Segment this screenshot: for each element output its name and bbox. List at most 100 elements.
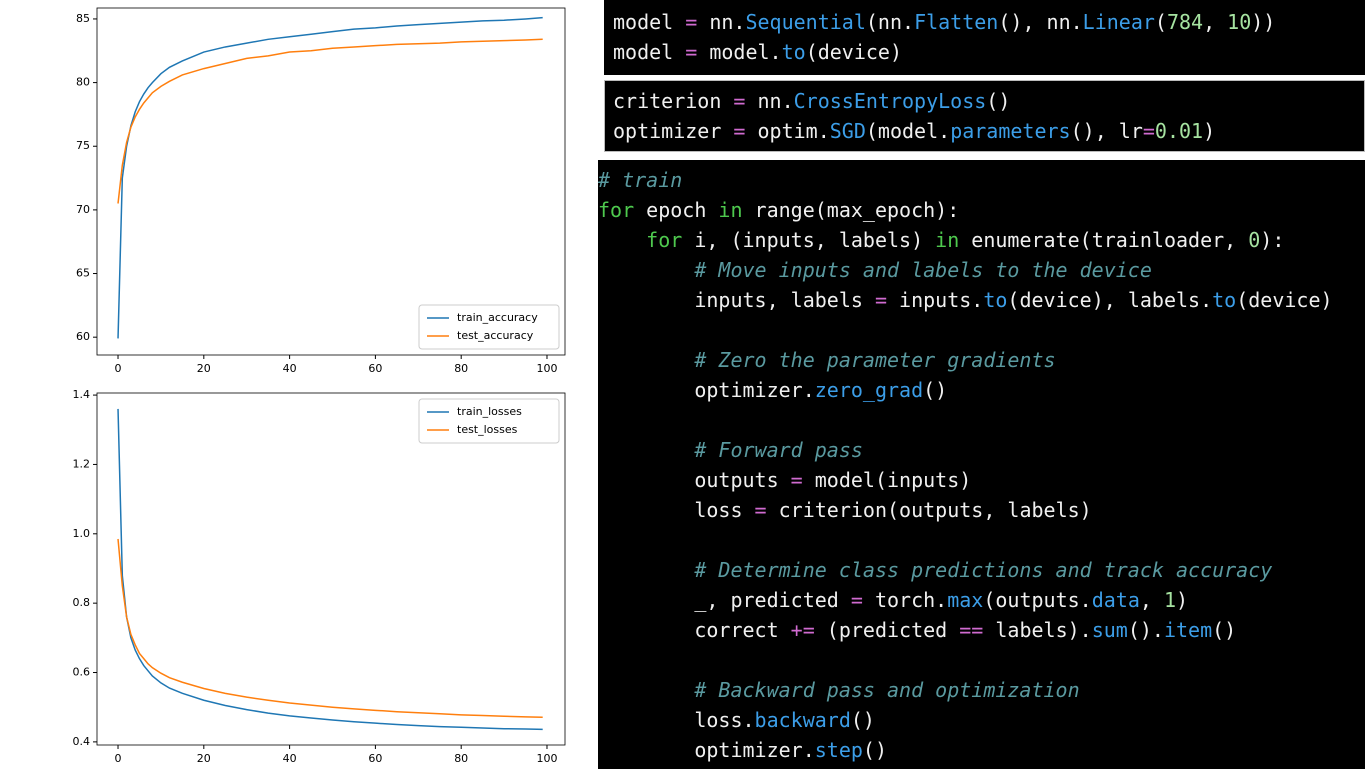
code-token: = <box>1142 119 1155 143</box>
code-token: optim. <box>745 119 830 143</box>
code-token: += <box>790 618 815 642</box>
code-group: # Zero the parameter gradients optimizer… <box>598 345 1365 405</box>
code-token: model <box>613 40 686 64</box>
code-token: step <box>814 738 863 762</box>
y-tick-label: 75 <box>76 139 90 152</box>
code-token: () <box>923 378 948 402</box>
code-token: = <box>874 288 887 312</box>
legend-label: train_accuracy <box>457 311 538 324</box>
code-line: outputs = model(inputs) <box>598 465 1365 495</box>
code-token: () <box>862 738 888 762</box>
code-token: loss <box>598 498 755 522</box>
code-token: optimizer. <box>598 378 815 402</box>
code-token: = <box>685 40 698 64</box>
code-token: max <box>947 588 984 612</box>
code-token: criterion(outputs, labels) <box>766 498 1092 522</box>
legend-box <box>418 304 560 350</box>
code-token: (predicted <box>814 618 960 642</box>
code-token: loss. <box>598 708 755 732</box>
series-line <box>117 38 543 204</box>
legend-label: test_losses <box>457 423 518 436</box>
code-line: # Backward pass and optimization <box>598 675 1365 705</box>
code-token: 0 <box>1248 228 1261 252</box>
code-token: (device), labels. <box>1007 288 1213 312</box>
x-tick-label: 80 <box>454 752 468 765</box>
x-tick-label: 0 <box>115 752 122 765</box>
code-token: (outputs. <box>983 588 1092 612</box>
code-group: # Determine class predictions and track … <box>598 555 1365 645</box>
code-token: nn. <box>697 10 746 34</box>
code-group: criterion = nn.CrossEntropyLoss() optimiz… <box>613 86 1364 146</box>
code-token: range(max_epoch): <box>742 198 960 222</box>
x-tick-label: 20 <box>197 752 211 765</box>
code-block: model = nn.Sequential(nn.Flatten(), nn.L… <box>604 0 1365 75</box>
code-token: sum <box>1091 618 1128 642</box>
code-token: Sequential <box>745 10 866 34</box>
code-line: model = nn.Sequential(nn.Flatten(), nn.L… <box>613 7 1365 37</box>
code-line: optimizer.step() <box>598 735 1365 765</box>
code-token: model <box>613 10 686 34</box>
code-group: # Forward pass outputs = model(inputs) l… <box>598 435 1365 525</box>
series-line <box>117 538 543 719</box>
code-token: CrossEntropyLoss <box>793 89 987 113</box>
code-token: optimizer. <box>598 738 815 762</box>
code-line: # Forward pass <box>598 435 1365 465</box>
code-line: # train <box>598 165 1365 195</box>
code-token: _, predicted <box>598 588 851 612</box>
code-line: for epoch in range(max_epoch): <box>598 195 1365 225</box>
code-token: Flatten <box>914 10 999 34</box>
code-token: nn. <box>745 89 794 113</box>
code-token: , <box>1139 588 1164 612</box>
code-token: Linear <box>1082 10 1155 34</box>
x-tick-label: 20 <box>197 362 211 375</box>
code-token: epoch <box>634 198 719 222</box>
code-token: in <box>718 198 743 222</box>
code-token: 1 <box>1163 588 1177 612</box>
code-token: ( <box>1154 10 1167 34</box>
code-token: optimizer <box>613 119 734 143</box>
y-tick-label: 70 <box>76 203 90 216</box>
code-token: () <box>850 708 875 732</box>
y-tick-label: 80 <box>76 76 90 89</box>
code-token: = <box>733 89 746 113</box>
code-token: for <box>598 198 635 222</box>
code-line: inputs, labels = inputs.to(device), labe… <box>598 285 1365 315</box>
y-tick-label: 0.4 <box>73 735 91 748</box>
code-token: (device) <box>805 40 903 64</box>
code-token: for <box>598 228 683 252</box>
code-token: )) <box>1251 10 1276 34</box>
code-token: to <box>983 288 1008 312</box>
code-line: loss = criterion(outputs, labels) <box>598 495 1365 525</box>
code-line: optimizer.zero_grad() <box>598 375 1365 405</box>
legend-box <box>418 398 560 444</box>
y-tick-label: 1.4 <box>73 388 91 401</box>
code-token: (), nn. <box>998 10 1083 34</box>
code-token: criterion <box>613 89 734 113</box>
code-line: # Determine class predictions and track … <box>598 555 1365 585</box>
code-token: 10 <box>1227 10 1252 34</box>
y-tick-label: 85 <box>76 12 90 25</box>
code-group: # Backward pass and optimization loss.ba… <box>598 675 1365 765</box>
code-token: SGD <box>829 119 866 143</box>
code-token: to <box>781 40 806 64</box>
code-token: (model. <box>865 119 951 143</box>
code-token: 784 <box>1166 10 1204 34</box>
code-token: zero_grad <box>814 378 924 402</box>
y-tick-label: 60 <box>76 330 90 343</box>
x-tick-label: 0 <box>115 362 122 375</box>
y-tick-label: 1.2 <box>73 457 91 470</box>
code-token: () <box>986 89 1011 113</box>
code-group: model = nn.Sequential(nn.Flatten(), nn.L… <box>613 7 1365 67</box>
code-line: model = model.to(device) <box>613 37 1365 67</box>
code-token: = <box>754 498 767 522</box>
code-token: # Forward pass <box>598 438 863 462</box>
code-token: backward <box>754 708 851 732</box>
code-token: item <box>1163 618 1213 642</box>
code-token: # Move inputs and labels to the device <box>598 258 1152 282</box>
charts: 0 20 40 60 80 100 60 65 70 75 80 85 train_accuracyte… <box>73 7 566 765</box>
code-token: ) <box>1203 119 1216 143</box>
code-token: model. <box>697 40 782 64</box>
code-block: # train for epoch in range(max_epoch): fo… <box>598 160 1365 769</box>
